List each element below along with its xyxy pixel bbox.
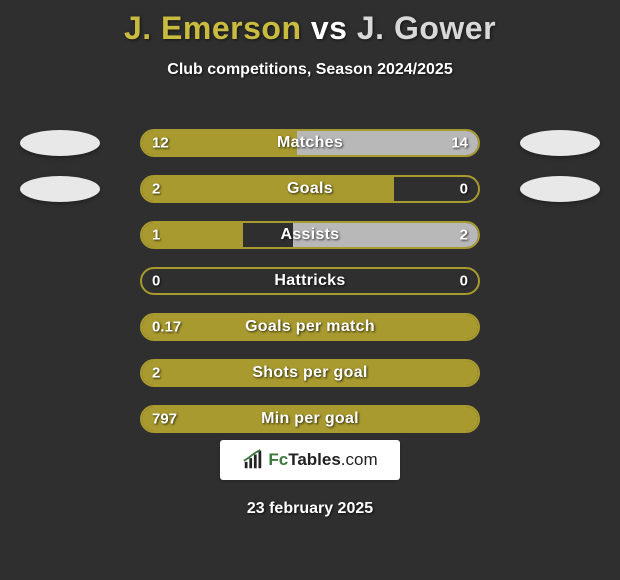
stat-bar: 20Goals: [140, 175, 480, 203]
stat-bar-fill-p1: [142, 407, 478, 431]
date-label: 23 february 2025: [0, 500, 620, 518]
stat-value-p2: 0: [460, 273, 468, 290]
stat-row: 20Goals: [0, 166, 620, 212]
stat-bar-fill-p1: [142, 361, 478, 385]
stat-bar: 0.17Goals per match: [140, 313, 480, 341]
stat-bar-fill-p1: [142, 315, 478, 339]
stat-row: 797Min per goal: [0, 396, 620, 442]
logo-part2: Tables: [288, 450, 341, 469]
logo-text: FcTables.com: [268, 450, 377, 470]
stat-value-p2: 0: [460, 181, 468, 198]
stat-row: 0 0Hattricks: [0, 258, 620, 304]
chart-icon: [242, 449, 264, 471]
stat-row: 12Assists: [0, 212, 620, 258]
title-vs: vs: [311, 10, 348, 46]
subtitle: Club competitions, Season 2024/2025: [0, 61, 620, 79]
fctables-logo: FcTables.com: [220, 440, 400, 480]
stat-row: 1214Matches: [0, 120, 620, 166]
stat-bar-fill-p2: [297, 131, 478, 155]
stat-bar-fill-p1: [142, 223, 243, 247]
stat-bar: 0 0Hattricks: [140, 267, 480, 295]
title-player1: J. Emerson: [124, 10, 302, 46]
player2-avatar: [520, 130, 600, 156]
player1-avatar: [20, 130, 100, 156]
player2-avatar: [520, 176, 600, 202]
page-title: J. Emerson vs J. Gower: [0, 0, 620, 47]
stat-label: Hattricks: [142, 272, 478, 290]
stat-bar: 12Assists: [140, 221, 480, 249]
stat-bar: 2Shots per goal: [140, 359, 480, 387]
logo-part3: .com: [341, 450, 378, 469]
stat-bar: 797Min per goal: [140, 405, 480, 433]
comparison-infographic: J. Emerson vs J. Gower Club competitions…: [0, 0, 620, 580]
stat-bar-fill-p1: [142, 131, 297, 155]
stats-container: 1214Matches20Goals12Assists00Hattricks0.…: [0, 120, 620, 442]
stat-value-p1: 0: [152, 273, 160, 290]
logo-part1: Fc: [268, 450, 288, 469]
stat-row: 0.17Goals per match: [0, 304, 620, 350]
stat-bar: 1214Matches: [140, 129, 480, 157]
player1-avatar: [20, 176, 100, 202]
stat-row: 2Shots per goal: [0, 350, 620, 396]
stat-bar-fill-p2: [293, 223, 478, 247]
title-player2: J. Gower: [357, 10, 496, 46]
stat-bar-fill-p1: [142, 177, 394, 201]
